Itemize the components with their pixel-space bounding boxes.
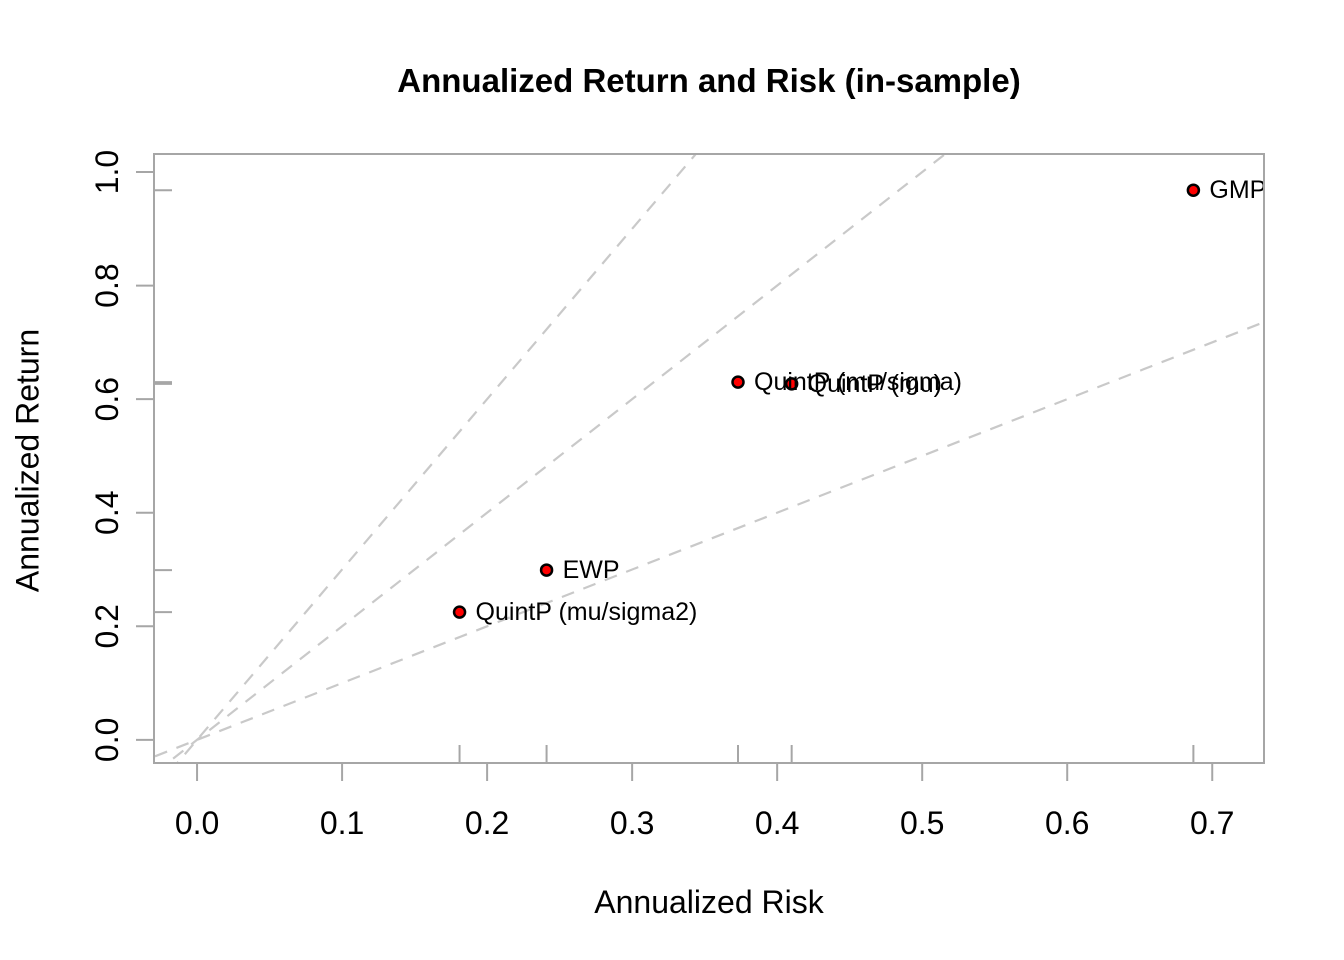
data-point (784, 377, 799, 391)
point-label: GMP (1209, 176, 1263, 204)
y-tick-label: 0.8 (89, 263, 125, 307)
scatter-plot: QuintP (mu/sigma2) EWP QuintP (mu/sigma)Qu… (155, 155, 1263, 762)
x-tick-label: 0.4 (755, 805, 799, 841)
x-tick-label: 0.1 (320, 805, 364, 841)
y-axis-title: Annualized Return (9, 328, 46, 593)
x-axis-title: Annualized Risk (594, 884, 824, 920)
x-tick-label: 0.6 (1045, 805, 1089, 841)
y-tick-label: 0.0 (89, 718, 125, 762)
point-label: QuintP (mu/sigma) (754, 368, 962, 396)
x-tick-label: 0.0 (175, 805, 219, 841)
chart-title: Annualized Return and Risk (in-sample) (397, 62, 1021, 99)
data-point (539, 563, 554, 577)
x-tick-label: 0.7 (1190, 805, 1234, 841)
plot-area-border (153, 153, 1265, 764)
x-tick-label: 0.5 (900, 805, 944, 841)
y-tick-label: 0.6 (89, 377, 125, 421)
y-tick-label: 0.2 (89, 604, 125, 648)
y-tick-label: 0.4 (89, 490, 125, 534)
point-label: QuintP (mu) (808, 370, 942, 398)
data-point (1186, 183, 1201, 197)
origin-line-slope-2 (166, 155, 946, 762)
y-tick-label: 1.0 (89, 150, 125, 194)
data-point (731, 375, 745, 389)
origin-line-slope-3 (176, 155, 697, 762)
point-label: QuintP (mu/sigma2) (476, 598, 698, 626)
origin-line-slope-1 (155, 321, 1263, 758)
x-tick-label: 0.2 (465, 805, 509, 841)
x-tick-label: 0.3 (610, 805, 654, 841)
point-label: EWP (563, 556, 620, 584)
data-point (452, 605, 467, 619)
